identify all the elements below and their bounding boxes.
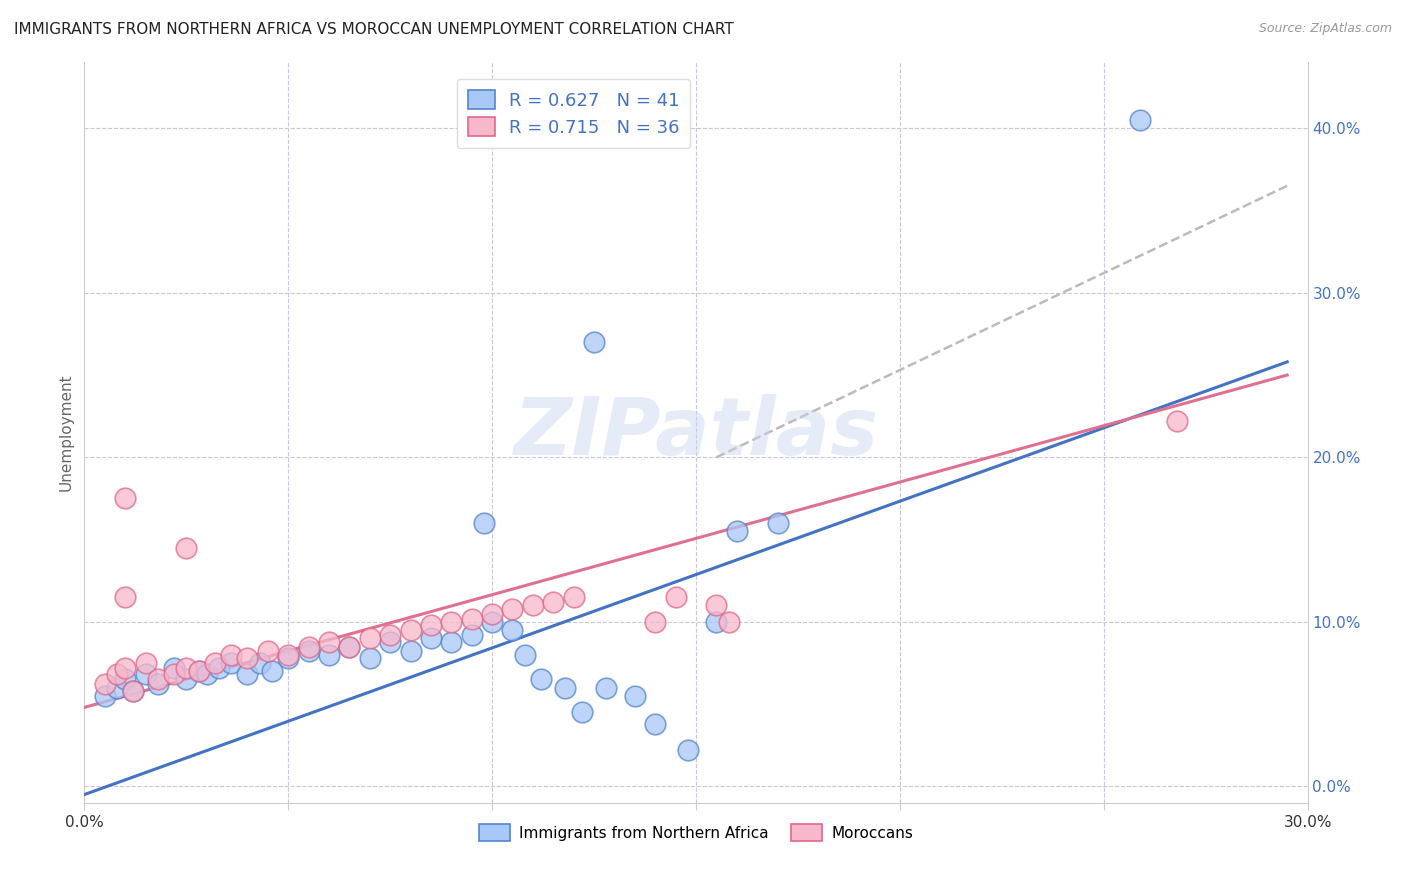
Point: [93, 677, 115, 691]
Point: [1166, 414, 1188, 428]
Point: [318, 648, 340, 662]
Point: [114, 491, 136, 506]
Point: [122, 684, 145, 698]
Point: [725, 524, 748, 539]
Point: [339, 640, 361, 654]
Point: [195, 667, 218, 681]
Point: [174, 673, 197, 687]
Point: [571, 706, 593, 720]
Point: [420, 618, 443, 632]
Point: [114, 590, 136, 604]
Point: [644, 615, 666, 629]
Point: [219, 648, 242, 662]
Point: [399, 623, 422, 637]
Point: [461, 611, 484, 625]
Point: [543, 595, 565, 609]
Point: [481, 615, 503, 629]
Point: [174, 661, 197, 675]
Point: [554, 681, 576, 695]
Point: [114, 673, 136, 687]
Legend: Immigrants from Northern Africa, Moroccans: Immigrants from Northern Africa, Morocca…: [472, 818, 920, 847]
Point: [257, 644, 280, 658]
Point: [105, 681, 128, 695]
Point: [236, 651, 259, 665]
Y-axis label: Unemployment: Unemployment: [58, 374, 73, 491]
Point: [583, 335, 606, 350]
Point: [440, 634, 463, 648]
Point: [624, 689, 647, 703]
Point: [513, 648, 536, 662]
Point: [644, 716, 666, 731]
Text: ZIPatlas: ZIPatlas: [513, 393, 879, 472]
Point: [472, 516, 495, 530]
Point: [298, 640, 321, 654]
Point: [665, 590, 688, 604]
Point: [277, 648, 299, 662]
Point: [502, 601, 524, 615]
Point: [766, 516, 789, 530]
Point: [481, 607, 503, 621]
Point: [187, 664, 209, 678]
Point: [440, 615, 463, 629]
Point: [114, 661, 136, 675]
Point: [187, 664, 209, 678]
Point: [249, 656, 271, 670]
Point: [135, 667, 157, 681]
Point: [562, 590, 585, 604]
Text: IMMIGRANTS FROM NORTHERN AFRICA VS MOROCCAN UNEMPLOYMENT CORRELATION CHART: IMMIGRANTS FROM NORTHERN AFRICA VS MOROC…: [14, 22, 734, 37]
Point: [420, 632, 443, 646]
Point: [502, 623, 524, 637]
Point: [236, 667, 259, 681]
Point: [122, 684, 145, 698]
Point: [706, 599, 728, 613]
Point: [1129, 113, 1152, 128]
Point: [706, 615, 728, 629]
Point: [318, 634, 340, 648]
Point: [219, 656, 242, 670]
Point: [208, 661, 231, 675]
Point: [204, 656, 226, 670]
Point: [380, 634, 402, 648]
Point: [298, 644, 321, 658]
Point: [717, 615, 740, 629]
Point: [359, 651, 381, 665]
Point: [461, 628, 484, 642]
Point: [163, 661, 186, 675]
Point: [146, 673, 169, 687]
Point: [93, 689, 115, 703]
Point: [105, 667, 128, 681]
Point: [339, 640, 361, 654]
Point: [676, 743, 699, 757]
Point: [380, 628, 402, 642]
Point: [174, 541, 197, 555]
Point: [522, 599, 544, 613]
Point: [277, 651, 299, 665]
Text: Source: ZipAtlas.com: Source: ZipAtlas.com: [1258, 22, 1392, 36]
Point: [260, 664, 283, 678]
Point: [146, 677, 169, 691]
Point: [163, 667, 186, 681]
Point: [399, 644, 422, 658]
Point: [135, 656, 157, 670]
Point: [595, 681, 617, 695]
Point: [359, 632, 381, 646]
Point: [530, 673, 553, 687]
